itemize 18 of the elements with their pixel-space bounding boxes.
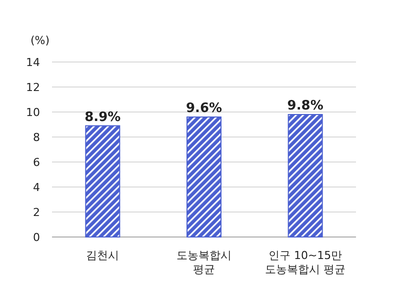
data-label: 8.9% [84, 110, 121, 125]
y-tick-label: 10 [26, 106, 40, 119]
data-label: 9.8% [287, 98, 324, 114]
y-tick-label: 14 [26, 56, 40, 69]
y-tick-label: 0 [33, 231, 40, 244]
data-label: 9.6% [186, 101, 222, 116]
y-axis-title: (%) [30, 34, 50, 47]
x-tick-label: 김천시 [86, 249, 120, 262]
bar [288, 114, 323, 238]
y-tick-label: 2 [33, 206, 40, 219]
bar [85, 125, 120, 238]
x-tick-label: 인구 10~15만 도농복합시 평균 [265, 249, 346, 276]
y-tick-label: 12 [26, 81, 40, 94]
bar [186, 116, 222, 238]
x-tick-label: 도농복합시 평균 [176, 249, 232, 276]
y-tick-label: 4 [33, 181, 40, 194]
y-tick-label: 8 [33, 131, 40, 144]
y-tick-label: 6 [33, 156, 40, 169]
